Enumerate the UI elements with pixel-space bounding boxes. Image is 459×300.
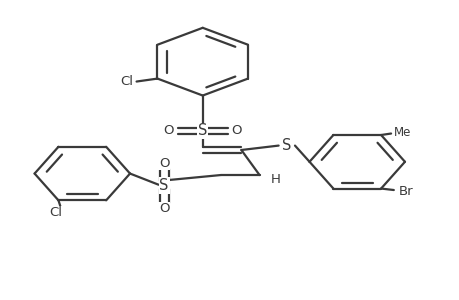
Text: S: S [198,123,207,138]
Text: Br: Br [398,185,413,198]
Text: O: O [231,124,241,137]
Text: O: O [158,202,169,215]
Text: H: H [270,173,280,186]
Text: Cl: Cl [50,206,62,219]
Text: O: O [158,157,169,170]
Text: Me: Me [393,126,411,139]
Text: Cl: Cl [120,75,133,88]
Text: O: O [163,124,174,137]
Text: S: S [281,138,291,153]
Text: S: S [159,178,168,193]
